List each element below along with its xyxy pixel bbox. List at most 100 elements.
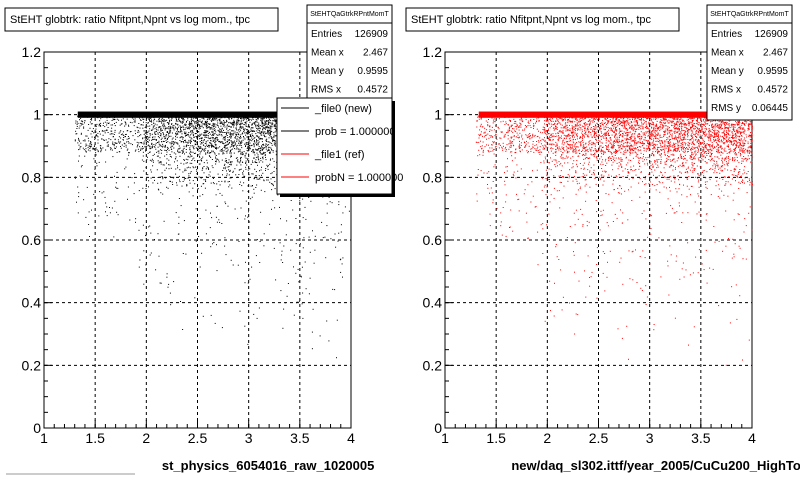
data-point bbox=[253, 192, 255, 194]
data-point bbox=[167, 122, 169, 124]
data-point bbox=[210, 152, 212, 153]
data-point bbox=[257, 117, 259, 119]
data-point bbox=[263, 117, 265, 119]
data-point bbox=[94, 136, 95, 138]
data-point bbox=[100, 147, 101, 149]
data-point bbox=[189, 141, 191, 143]
data-point bbox=[251, 140, 253, 142]
data-point bbox=[577, 125, 579, 126]
data-point bbox=[509, 146, 511, 148]
data-point bbox=[182, 136, 184, 138]
data-point bbox=[210, 128, 212, 130]
data-point bbox=[521, 136, 523, 138]
data-point bbox=[274, 188, 276, 190]
data-point bbox=[709, 146, 711, 148]
data-point bbox=[173, 142, 175, 144]
data-point bbox=[518, 137, 520, 139]
data-point bbox=[217, 129, 219, 131]
data-point bbox=[255, 159, 257, 161]
data-point bbox=[735, 134, 737, 136]
data-point bbox=[128, 124, 129, 126]
data-point bbox=[222, 122, 224, 124]
data-point bbox=[177, 115, 179, 117]
data-point bbox=[114, 148, 116, 149]
data-point bbox=[261, 132, 263, 134]
data-point bbox=[253, 144, 255, 146]
data-point bbox=[90, 146, 92, 148]
data-point bbox=[167, 138, 169, 139]
data-point bbox=[256, 130, 258, 132]
data-point bbox=[127, 115, 129, 117]
data-point bbox=[110, 149, 112, 151]
data-point bbox=[239, 127, 241, 129]
data-point bbox=[86, 144, 88, 146]
data-point bbox=[217, 139, 219, 141]
data-point bbox=[189, 152, 191, 154]
data-point bbox=[199, 120, 201, 122]
data-point bbox=[178, 222, 180, 224]
data-point bbox=[175, 173, 177, 175]
data-point bbox=[247, 243, 249, 245]
data-point bbox=[212, 133, 214, 135]
data-point bbox=[198, 127, 200, 129]
data-point bbox=[80, 124, 82, 126]
data-point bbox=[205, 115, 207, 116]
data-point bbox=[238, 174, 240, 175]
data-point bbox=[250, 139, 251, 141]
data-point bbox=[198, 160, 200, 161]
data-point bbox=[97, 142, 99, 144]
data-point bbox=[201, 169, 203, 171]
data-point bbox=[224, 146, 226, 148]
data-point bbox=[165, 120, 166, 122]
data-point bbox=[225, 114, 227, 116]
data-point bbox=[183, 151, 184, 153]
data-point bbox=[722, 120, 723, 122]
data-point bbox=[608, 151, 610, 152]
data-point bbox=[235, 148, 237, 150]
data-point bbox=[659, 116, 661, 118]
data-point bbox=[738, 122, 739, 124]
data-point bbox=[224, 132, 226, 133]
data-point bbox=[162, 119, 164, 121]
data-point bbox=[653, 138, 655, 140]
data-point bbox=[189, 125, 191, 126]
data-point bbox=[229, 122, 231, 124]
data-point bbox=[114, 123, 115, 124]
data-point bbox=[249, 121, 251, 123]
data-point bbox=[251, 130, 253, 132]
data-point bbox=[180, 126, 182, 128]
data-point bbox=[245, 144, 247, 146]
data-point bbox=[695, 132, 697, 134]
data-point bbox=[710, 131, 712, 133]
data-point bbox=[477, 115, 479, 117]
data-point bbox=[243, 175, 245, 177]
data-point bbox=[116, 171, 118, 173]
data-point bbox=[205, 134, 207, 136]
data-point bbox=[260, 115, 262, 117]
data-point bbox=[211, 143, 213, 145]
data-point bbox=[245, 162, 247, 164]
data-point bbox=[213, 134, 215, 136]
data-point bbox=[259, 241, 261, 242]
data-point bbox=[615, 127, 616, 129]
data-point bbox=[185, 145, 187, 147]
data-point bbox=[180, 205, 182, 207]
data-point bbox=[169, 154, 171, 155]
data-point bbox=[258, 161, 260, 163]
data-point bbox=[128, 125, 130, 127]
data-point bbox=[286, 220, 288, 222]
data-point bbox=[267, 133, 269, 135]
data-point bbox=[214, 152, 216, 154]
chart-panel-2: 1 1.5 2 2.5 3 3.5 400.20.40.60.811.2new/daq_sl… bbox=[405, 4, 800, 473]
data-point bbox=[253, 149, 255, 151]
data-point bbox=[654, 135, 656, 137]
data-point bbox=[501, 146, 503, 148]
data-point bbox=[274, 239, 276, 241]
data-point bbox=[212, 137, 214, 138]
y-tick-label: 0.4 bbox=[22, 295, 42, 311]
data-point bbox=[158, 119, 160, 121]
data-point bbox=[98, 215, 100, 217]
data-point bbox=[751, 133, 753, 135]
data-point bbox=[117, 214, 119, 216]
data-point bbox=[257, 124, 259, 126]
